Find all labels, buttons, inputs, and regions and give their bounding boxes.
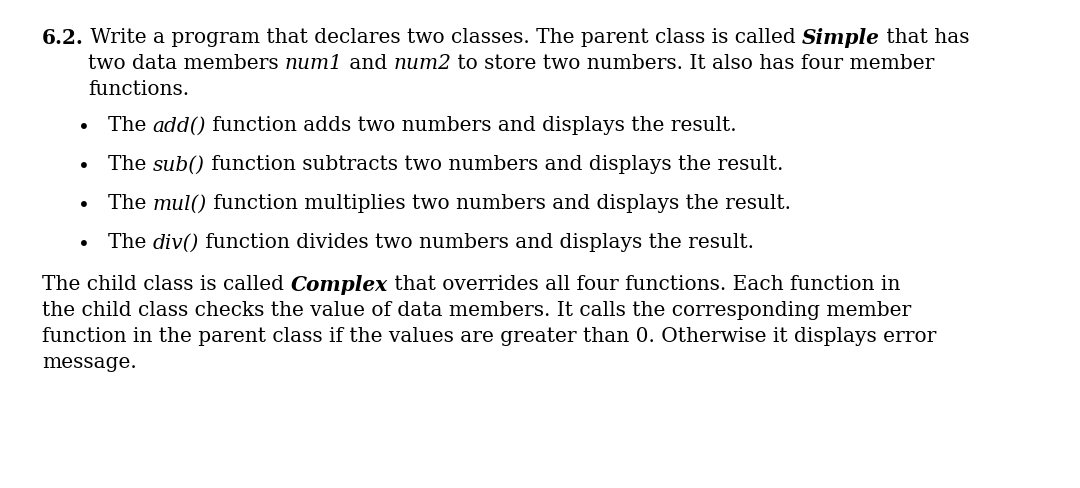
Text: function adds two numbers and displays the result.: function adds two numbers and displays t… (206, 116, 737, 135)
Text: that has: that has (880, 28, 970, 47)
Text: sub(): sub() (152, 155, 205, 174)
Text: Write a program that declares two classes. The parent class is called: Write a program that declares two classe… (84, 28, 802, 47)
Text: The: The (108, 194, 152, 213)
Text: •: • (78, 197, 90, 216)
Text: mul(): mul() (152, 194, 207, 213)
Text: num2: num2 (393, 54, 451, 73)
Text: functions.: functions. (87, 80, 189, 99)
Text: function subtracts two numbers and displays the result.: function subtracts two numbers and displ… (205, 155, 783, 174)
Text: div(): div() (152, 233, 199, 252)
Text: add(): add() (152, 116, 206, 135)
Text: and: and (342, 54, 393, 73)
Text: that overrides all four functions. Each function in: that overrides all four functions. Each … (388, 274, 900, 293)
Text: function in the parent class if the values are greater than 0. Otherwise it disp: function in the parent class if the valu… (42, 326, 936, 346)
Text: •: • (78, 236, 90, 255)
Text: •: • (78, 119, 90, 138)
Text: Complex: Complex (291, 274, 388, 294)
Text: Simple: Simple (802, 28, 880, 48)
Text: the child class checks the value of data members. It calls the corresponding mem: the child class checks the value of data… (42, 301, 912, 319)
Text: num1: num1 (285, 54, 342, 73)
Text: 6.2.: 6.2. (42, 28, 84, 48)
Text: The: The (108, 155, 152, 174)
Text: to store two numbers. It also has four member: to store two numbers. It also has four m… (451, 54, 935, 73)
Text: message.: message. (42, 352, 137, 371)
Text: function divides two numbers and displays the result.: function divides two numbers and display… (199, 233, 754, 252)
Text: •: • (78, 158, 90, 177)
Text: The child class is called: The child class is called (42, 274, 291, 293)
Text: The: The (108, 116, 152, 135)
Text: The: The (108, 233, 152, 252)
Text: function multiplies two numbers and displays the result.: function multiplies two numbers and disp… (207, 194, 791, 213)
Text: two data members: two data members (87, 54, 285, 73)
